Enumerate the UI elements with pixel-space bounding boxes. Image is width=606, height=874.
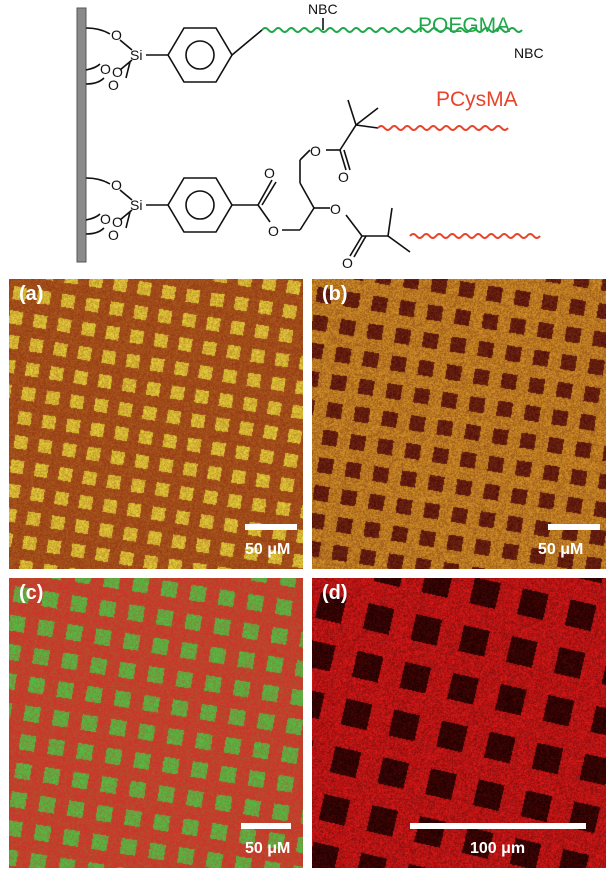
oxygen-label: O <box>108 77 119 93</box>
scale-bar-label: 50 μM <box>245 840 290 858</box>
oxygen-label: O <box>108 227 119 243</box>
scale-bar-label: 50 μM <box>245 541 290 559</box>
scale-bar <box>241 823 291 829</box>
benzene-ring-top <box>168 18 323 82</box>
micrograph-panel-a: (a) 50 μM <box>9 279 303 569</box>
panel-label: (c) <box>19 582 43 605</box>
oxygen-label: O <box>338 169 349 185</box>
end-group-label: NBC <box>514 45 544 61</box>
panel-label: (d) <box>322 582 348 605</box>
oxygen-label: O <box>111 177 122 193</box>
benzene-ring-bottom <box>168 100 410 257</box>
oxygen-label: O <box>264 165 275 181</box>
oxygen-label: O <box>310 143 321 159</box>
micrograph-panel-b: (b) 50 μM <box>312 279 606 569</box>
scale-bar <box>410 823 586 829</box>
end-group-label: NBC <box>308 1 338 17</box>
oxygen-label: O <box>111 27 122 43</box>
scale-bar <box>548 524 600 530</box>
micrograph-panel-d: (d) 100 μm <box>312 578 606 868</box>
oxygen-label: O <box>342 255 353 270</box>
silicon-label: Si <box>130 47 142 63</box>
pcysma-chain <box>378 126 508 130</box>
oxygen-label: O <box>100 211 111 227</box>
scale-bar-label: 100 μm <box>470 840 525 858</box>
micrograph-panel-c: (c) 50 μM <box>9 578 303 868</box>
silicon-label: Si <box>130 197 142 213</box>
panel-label: (b) <box>322 283 348 306</box>
panel-label: (a) <box>19 283 43 306</box>
polymer-label-poegma: POEGMA <box>418 14 510 37</box>
oxygen-label: O <box>268 223 279 239</box>
substrate-bar <box>77 8 86 262</box>
pcysma-chain <box>410 234 540 238</box>
silane-anchor-top <box>86 28 168 84</box>
oxygen-label: O <box>100 61 111 77</box>
silane-anchor-bottom <box>86 178 168 234</box>
scale-bar-label: 50 μM <box>538 541 583 559</box>
chemical-scheme: O O O O Si NBC POEGMA NBC O O O O Si <box>0 0 606 270</box>
oxygen-label: O <box>330 201 341 217</box>
polymer-label-pcysma: PCysMA <box>436 88 518 111</box>
scale-bar <box>245 524 297 530</box>
